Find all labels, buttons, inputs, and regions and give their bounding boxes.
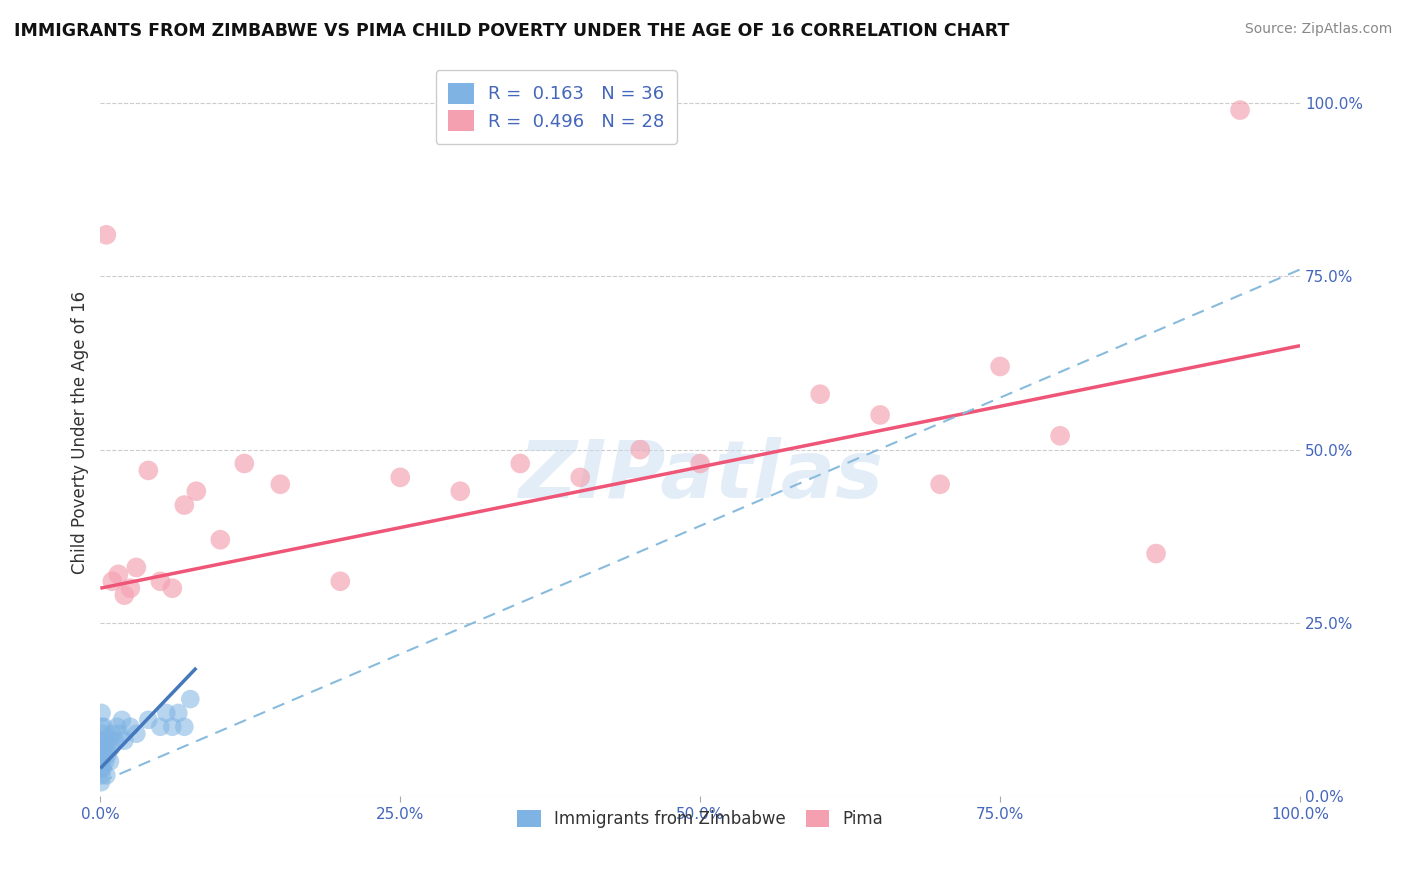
Point <box>449 484 471 499</box>
Point <box>111 713 134 727</box>
Point <box>90 768 112 782</box>
Point <box>179 692 201 706</box>
Point <box>162 720 184 734</box>
Point <box>209 533 232 547</box>
Point <box>125 727 148 741</box>
Point <box>569 470 592 484</box>
Legend: Immigrants from Zimbabwe, Pima: Immigrants from Zimbabwe, Pima <box>510 804 890 835</box>
Point <box>329 574 352 589</box>
Text: Source: ZipAtlas.com: Source: ZipAtlas.com <box>1244 22 1392 37</box>
Point <box>628 442 651 457</box>
Point <box>93 720 115 734</box>
Point <box>90 747 112 762</box>
Point <box>509 457 531 471</box>
Point <box>929 477 952 491</box>
Point <box>988 359 1011 374</box>
Point <box>112 733 135 747</box>
Point <box>149 720 172 734</box>
Point <box>90 761 112 775</box>
Point <box>1144 547 1167 561</box>
Point <box>112 588 135 602</box>
Point <box>90 755 112 769</box>
Point <box>94 755 117 769</box>
Point <box>91 727 114 741</box>
Point <box>90 733 112 747</box>
Point <box>167 706 190 720</box>
Point <box>869 408 891 422</box>
Point <box>149 574 172 589</box>
Point <box>162 581 184 595</box>
Point <box>107 567 129 582</box>
Point <box>155 706 177 720</box>
Point <box>389 470 412 484</box>
Point <box>138 713 160 727</box>
Point <box>173 498 195 512</box>
Point <box>1049 429 1071 443</box>
Point <box>105 720 128 734</box>
Point <box>108 727 131 741</box>
Point <box>1229 103 1251 117</box>
Point <box>90 775 112 789</box>
Point <box>93 747 115 762</box>
Text: IMMIGRANTS FROM ZIMBABWE VS PIMA CHILD POVERTY UNDER THE AGE OF 16 CORRELATION C: IMMIGRANTS FROM ZIMBABWE VS PIMA CHILD P… <box>14 22 1010 40</box>
Point <box>233 457 256 471</box>
Point <box>97 733 120 747</box>
Y-axis label: Child Poverty Under the Age of 16: Child Poverty Under the Age of 16 <box>72 291 89 574</box>
Point <box>96 740 118 755</box>
Point <box>173 720 195 734</box>
Point <box>269 477 291 491</box>
Point <box>808 387 831 401</box>
Point <box>96 768 118 782</box>
Text: ZIPatlas: ZIPatlas <box>517 437 883 515</box>
Point <box>96 747 118 762</box>
Point <box>120 581 142 595</box>
Point <box>101 727 124 741</box>
Point <box>94 733 117 747</box>
Point <box>91 761 114 775</box>
Point <box>96 227 118 242</box>
Point <box>120 720 142 734</box>
Point <box>100 740 122 755</box>
Point <box>104 733 127 747</box>
Point <box>91 740 114 755</box>
Point <box>138 463 160 477</box>
Point <box>689 457 711 471</box>
Point <box>101 574 124 589</box>
Point <box>98 755 121 769</box>
Point <box>90 720 112 734</box>
Point <box>186 484 208 499</box>
Point <box>90 706 112 720</box>
Point <box>125 560 148 574</box>
